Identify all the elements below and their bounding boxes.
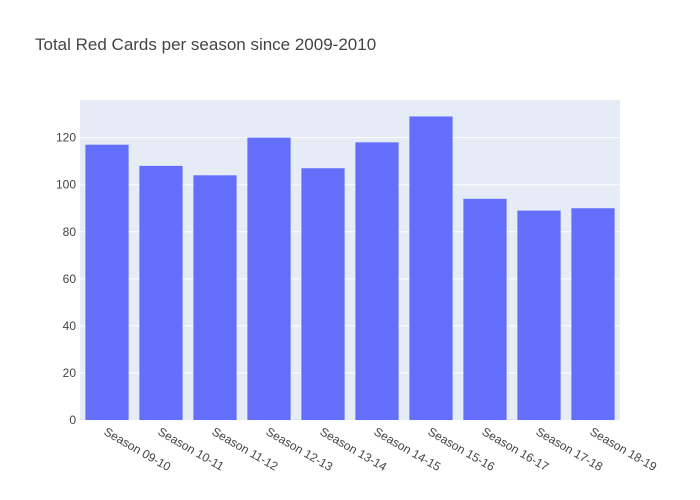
y-tick-label: 20 — [63, 366, 77, 380]
y-axis-ticks: 0 20 40 60 80 100 120 — [56, 131, 76, 427]
y-tick-label: 0 — [69, 413, 76, 427]
bar[interactable] — [85, 144, 129, 421]
chart-title: Total Red Cards per season since 2009-20… — [35, 35, 376, 54]
bar[interactable] — [409, 116, 453, 421]
bar[interactable] — [247, 137, 291, 420]
bar[interactable] — [193, 175, 237, 420]
y-tick-label: 60 — [63, 272, 77, 286]
y-tick-label: 80 — [63, 225, 77, 239]
bar[interactable] — [301, 168, 345, 420]
bar[interactable] — [463, 198, 507, 420]
bar[interactable] — [571, 208, 615, 420]
bars — [85, 116, 615, 421]
bar[interactable] — [517, 210, 561, 420]
y-tick-label: 120 — [56, 131, 76, 145]
y-tick-label: 100 — [56, 178, 76, 192]
bar[interactable] — [139, 165, 183, 420]
bar[interactable] — [355, 142, 399, 420]
y-tick-label: 40 — [63, 319, 77, 333]
